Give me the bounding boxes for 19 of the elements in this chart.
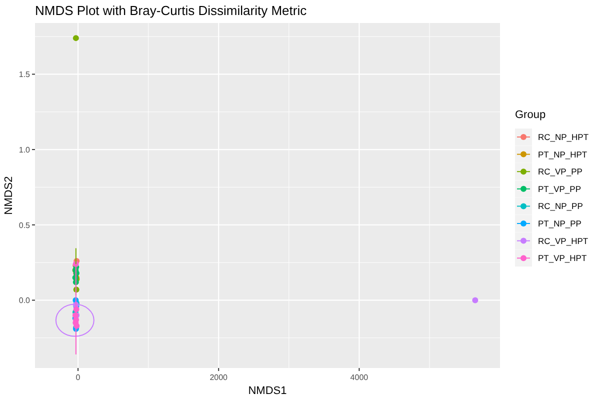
- x-tick-label: 2000: [210, 373, 228, 382]
- legend-label: RC_VP_PP: [538, 166, 583, 177]
- legend-label: PT_NP_HPT: [538, 149, 588, 160]
- chart-title: NMDS Plot with Bray-Curtis Dissimilarity Metric: [35, 3, 308, 18]
- y-axis-title: NMDS2: [3, 176, 15, 215]
- legend-title: Group: [515, 109, 546, 121]
- x-tick-label: 4000: [350, 373, 369, 382]
- legend-label: PT_VP_HPT: [538, 253, 587, 264]
- y-tick-label: 1.0: [18, 146, 31, 155]
- legend-label: RC_NP_HPT: [538, 132, 589, 142]
- y-tick-label: 0.0: [18, 296, 31, 306]
- legend-label: PT_VP_PP: [538, 184, 582, 194]
- y-tick-label: 1.5: [18, 70, 31, 80]
- legend-label: PT_NP_PP: [538, 218, 582, 228]
- legend-label: RC_NP_PP: [538, 201, 584, 212]
- y-tick-label: 0.5: [18, 220, 31, 230]
- legend-label: RC_VP_HPT: [538, 236, 588, 246]
- x-tick-label: 0: [76, 373, 81, 382]
- x-axis-title: NMDS1: [248, 385, 287, 397]
